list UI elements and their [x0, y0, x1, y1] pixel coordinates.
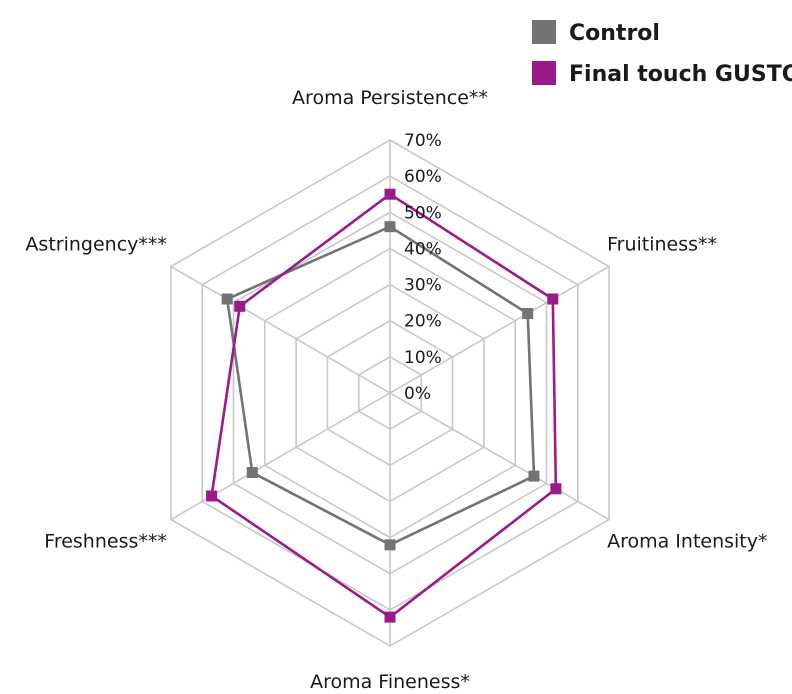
- axis-spoke: [389, 265, 610, 394]
- series-group: [221, 221, 540, 551]
- tick-label: 70%: [404, 131, 442, 151]
- radial-tick-labels: 0% 10% 20% 30% 40% 50% 60% 70%: [404, 131, 442, 404]
- category-label: Fruitiness**: [607, 234, 717, 256]
- legend-label: Control: [569, 21, 660, 46]
- legend: Control Final touch GUSTO: [532, 20, 792, 87]
- tick-label: 40%: [404, 239, 442, 259]
- category-labels: Aroma Persistence** Fruitiness** Aroma Int…: [25, 87, 767, 693]
- data-point: [384, 188, 396, 200]
- category-label: Astringency***: [25, 234, 166, 256]
- axis-spoke: [170, 392, 391, 521]
- data-point: [547, 293, 559, 305]
- tick-label: 20%: [404, 312, 442, 332]
- tick-label: 10%: [404, 348, 442, 368]
- data-point: [234, 300, 246, 312]
- data-point: [384, 221, 396, 233]
- radar-series: [206, 188, 562, 623]
- category-label: Freshness***: [44, 531, 167, 553]
- legend-swatch: [532, 61, 556, 85]
- data-point: [246, 467, 258, 478]
- category-label: Aroma Fineness*: [310, 671, 470, 693]
- data-point: [221, 293, 233, 305]
- axis-spoke: [389, 392, 610, 521]
- tick-label: 0%: [404, 384, 431, 404]
- data-point: [384, 539, 396, 551]
- series-line: [225, 225, 536, 547]
- legend-item: Final touch GUSTO: [532, 61, 792, 87]
- data-point: [384, 611, 396, 623]
- data-point: [206, 490, 218, 502]
- data-point: [522, 308, 534, 319]
- data-point: [550, 483, 562, 495]
- series-group: [206, 188, 562, 623]
- legend-item: Control: [532, 20, 660, 46]
- legend-label: Final touch GUSTO: [569, 62, 792, 87]
- series-line: [210, 192, 558, 619]
- tick-label: 50%: [404, 203, 442, 223]
- category-label: Aroma Persistence**: [292, 87, 488, 109]
- axis-spoke: [170, 265, 391, 394]
- data-point: [528, 470, 540, 482]
- tick-label: 30%: [404, 276, 442, 296]
- tick-label: 60%: [404, 167, 442, 187]
- legend-swatch: [532, 20, 556, 44]
- radar-axes: [170, 140, 610, 646]
- category-label: Aroma Intensity*: [607, 531, 767, 553]
